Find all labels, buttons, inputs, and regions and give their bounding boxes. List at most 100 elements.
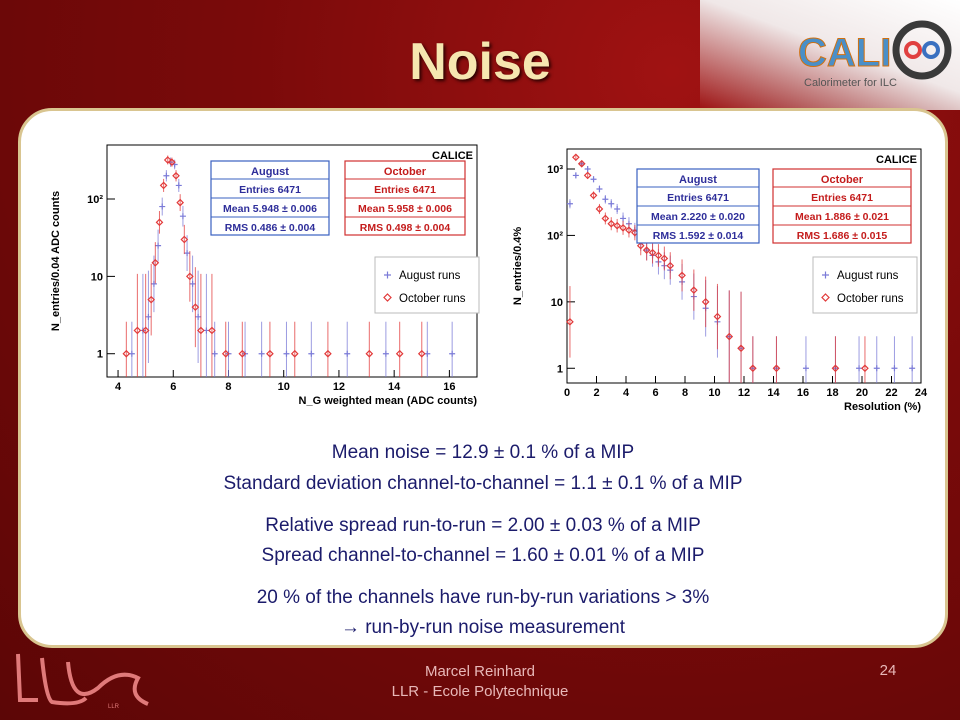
data-point-august [873, 365, 880, 372]
data-point-october [625, 226, 633, 235]
x-tick-label: 0 [564, 387, 570, 399]
stats-box-rms: RMS 1.686 ± 0.015 [797, 230, 888, 242]
data-point-august [179, 213, 186, 220]
data-point-october [690, 286, 698, 294]
x-tick-label: 14 [388, 381, 401, 393]
data-point-august [608, 200, 615, 207]
x-tick-label: 24 [915, 387, 928, 399]
data-point-august [566, 200, 573, 207]
x-tick-label: 16 [443, 381, 455, 393]
data-point-october [660, 254, 669, 263]
data-point-august [891, 365, 898, 372]
data-point-october [176, 198, 185, 207]
stats-box-title: August [251, 166, 289, 178]
data-point-october [666, 261, 675, 270]
x-tick-label: 6 [170, 381, 176, 393]
data-point-october [180, 235, 189, 244]
calice-label: CALICE [432, 150, 473, 162]
legend-marker-october [383, 293, 392, 302]
logo-dot-left-icon [904, 41, 922, 59]
llr-logo-text: LLR [108, 704, 120, 710]
data-point-august [620, 215, 627, 222]
data-point-october [266, 349, 274, 358]
data-point-october [147, 295, 156, 304]
data-point-october [133, 326, 142, 335]
stats-box-entries: Entries 6471 [667, 192, 729, 204]
page-number: 24 [879, 662, 897, 679]
data-point-october [713, 312, 722, 321]
data-point-october [185, 272, 194, 281]
data-point-october [642, 246, 651, 255]
x-tick-label: 22 [885, 387, 897, 399]
legend-marker-august [822, 271, 829, 279]
data-point-october [589, 191, 598, 200]
data-point-october [595, 205, 604, 213]
data-point-august [195, 313, 202, 320]
text-line-conclusion: → run-by-run noise measurement [340, 617, 626, 638]
data-point-october [577, 159, 586, 168]
data-point-october [159, 181, 168, 190]
data-point-august [211, 350, 218, 357]
data-point-october [191, 303, 200, 312]
x-axis-label: Resolution (%) [844, 401, 921, 413]
x-tick-label: 12 [738, 387, 750, 399]
data-point-october [151, 258, 160, 267]
data-point-october [636, 241, 645, 250]
data-point-august [584, 165, 591, 172]
data-point-october [395, 349, 404, 358]
x-tick-label: 8 [682, 387, 688, 399]
data-point-august [283, 350, 290, 357]
x-tick-label: 2 [593, 387, 599, 399]
stats-box-mean: Mean 2.220 ± 0.020 [651, 211, 745, 223]
data-point-august [590, 176, 597, 183]
x-tick-label: 20 [856, 387, 868, 399]
data-point-october [572, 153, 580, 162]
logo-text-cali: CALI [798, 31, 891, 75]
stats-box-mean: Mean 1.886 ± 0.021 [795, 211, 889, 223]
text-line-spread-channel: Spread channel-to-channel = 1.60 ± 0.01 … [261, 545, 705, 566]
data-point-august [145, 313, 152, 320]
data-point-august [155, 242, 162, 249]
data-point-october [619, 224, 627, 232]
data-point-october [221, 349, 230, 358]
stats-box-entries: Entries 6471 [374, 184, 436, 196]
data-point-october [601, 214, 610, 223]
data-point-august [159, 203, 166, 210]
x-tick-label: 12 [333, 381, 345, 393]
logo-dot-right-icon [922, 41, 940, 59]
footer-author-name: Marcel Reinhard [424, 663, 536, 680]
data-point-august [596, 185, 603, 192]
content-panel: 4 6 8 10 12 14 16 1 10 10² N_G weighted mean (ADC … [18, 108, 948, 648]
calice-logo: CALI Calorimeter for ILC [798, 20, 952, 89]
data-point-august [614, 205, 621, 212]
x-tick-label: 10 [708, 387, 720, 399]
stats-box-mean: Mean 5.948 ± 0.006 [223, 203, 317, 215]
data-point-august [163, 172, 170, 179]
data-point-august [258, 350, 265, 357]
stats-box-title: October [821, 174, 864, 186]
data-point-august [175, 182, 182, 189]
y-tick-label: 1 [557, 363, 563, 375]
plot-right-resolution: 0 2 4 6 8 10 12 14 16 18 20 22 2411010²10³Resolution… [509, 139, 929, 421]
data-point-august [856, 365, 863, 372]
legend-box [374, 256, 480, 314]
x-tick-label: 18 [826, 387, 838, 399]
data-point-october [725, 332, 734, 341]
stats-box-entries: Entries 6471 [239, 184, 301, 196]
y-tick-label: 1 [97, 349, 103, 361]
llr-logo: LLR [16, 653, 149, 710]
llr-logo-strokes-icon [16, 653, 149, 706]
data-point-august [344, 350, 351, 357]
data-point-october [155, 218, 164, 227]
data-point-october [122, 349, 131, 358]
data-point-october [566, 317, 574, 326]
stats-box-mean: Mean 5.958 ± 0.006 [358, 203, 452, 215]
stats-box-entries: Entries 6471 [811, 192, 873, 204]
x-tick-label: 4 [115, 381, 122, 393]
stats-box-rms: RMS 1.592 ± 0.014 [653, 230, 744, 242]
data-point-october [197, 326, 205, 335]
x-tick-label: 10 [278, 381, 290, 393]
data-point-august [909, 365, 916, 372]
data-point-october [861, 364, 869, 373]
data-point-october [607, 219, 616, 228]
